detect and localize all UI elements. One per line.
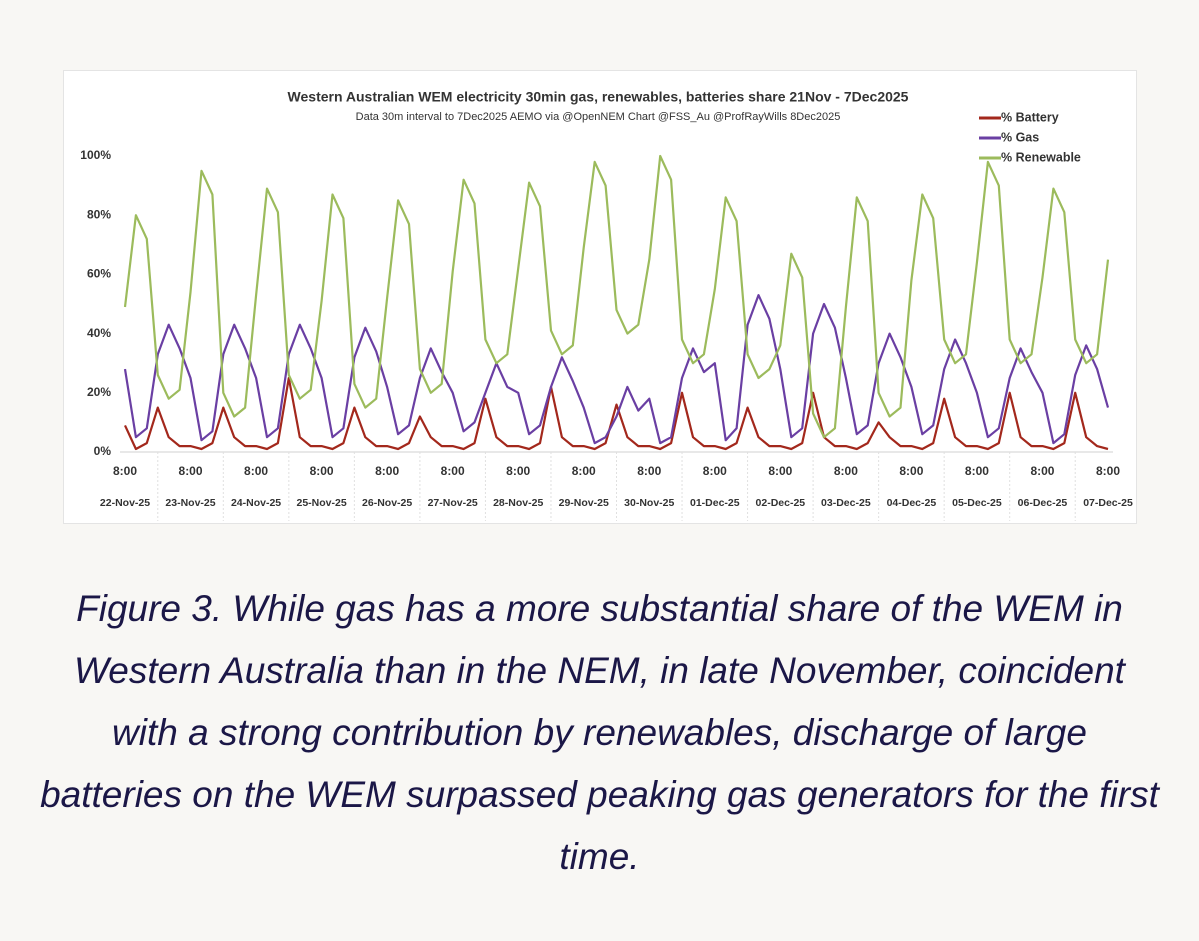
series-line bbox=[123, 154, 1110, 439]
x-tick-label: 29-Nov-25 bbox=[559, 497, 609, 509]
x-tick-time: 8:00 bbox=[441, 464, 465, 478]
x-tick-label: 28-Nov-25 bbox=[493, 497, 543, 509]
x-tick-time: 8:00 bbox=[244, 464, 268, 478]
legend-label: % Renewable bbox=[1001, 150, 1081, 164]
x-tick-label: 25-Nov-25 bbox=[296, 497, 346, 509]
x-tick-time: 8:00 bbox=[506, 464, 530, 478]
x-tick-time: 8:00 bbox=[1096, 464, 1120, 478]
y-tick-label: 80% bbox=[87, 207, 111, 221]
x-tick-time: 8:00 bbox=[310, 464, 334, 478]
x-tick-label: 06-Dec-25 bbox=[1018, 497, 1068, 509]
series-line bbox=[124, 376, 1109, 451]
x-tick-label: 27-Nov-25 bbox=[428, 497, 478, 509]
chart: Western Australian WEM electricity 30min… bbox=[63, 70, 1137, 524]
y-tick-label: 40% bbox=[87, 326, 111, 340]
caption: Figure 3. While gas has a more substanti… bbox=[40, 588, 1159, 877]
x-tick-label: 02-Dec-25 bbox=[756, 497, 806, 509]
x-tick-time: 8:00 bbox=[899, 464, 923, 478]
x-tick-time: 8:00 bbox=[375, 464, 399, 478]
x-tick-time: 8:00 bbox=[834, 464, 858, 478]
x-tick-label: 07-Dec-25 bbox=[1083, 497, 1133, 509]
x-tick-label: 23-Nov-25 bbox=[165, 497, 215, 509]
x-tick-label: 05-Dec-25 bbox=[952, 497, 1002, 509]
legend-label: % Gas bbox=[1001, 130, 1039, 144]
series-line bbox=[123, 294, 1110, 445]
y-tick-label: 0% bbox=[94, 444, 112, 458]
y-tick-label: 60% bbox=[87, 267, 111, 281]
x-tick-time: 8:00 bbox=[179, 464, 203, 478]
x-tick-label: 22-Nov-25 bbox=[100, 497, 150, 509]
y-tick-label: 20% bbox=[87, 385, 111, 399]
chart-subtitle: Data 30m interval to 7Dec2025 AEMO via @… bbox=[356, 111, 841, 123]
x-tick-label: 26-Nov-25 bbox=[362, 497, 412, 509]
x-tick-label: 04-Dec-25 bbox=[887, 497, 937, 509]
x-tick-time: 8:00 bbox=[768, 464, 792, 478]
chart-title: Western Australian WEM electricity 30min… bbox=[288, 89, 909, 105]
x-tick-time: 8:00 bbox=[113, 464, 137, 478]
x-tick-label: 01-Dec-25 bbox=[690, 497, 740, 509]
x-tick-time: 8:00 bbox=[1030, 464, 1054, 478]
y-tick-label: 100% bbox=[80, 148, 111, 162]
x-tick-label: 24-Nov-25 bbox=[231, 497, 281, 509]
x-tick-time: 8:00 bbox=[572, 464, 596, 478]
x-tick-time: 8:00 bbox=[637, 464, 661, 478]
x-tick-label: 03-Dec-25 bbox=[821, 497, 871, 509]
legend-label: % Battery bbox=[1001, 110, 1059, 124]
x-tick-time: 8:00 bbox=[703, 464, 727, 478]
x-tick-time: 8:00 bbox=[965, 464, 989, 478]
x-tick-label: 30-Nov-25 bbox=[624, 497, 674, 509]
